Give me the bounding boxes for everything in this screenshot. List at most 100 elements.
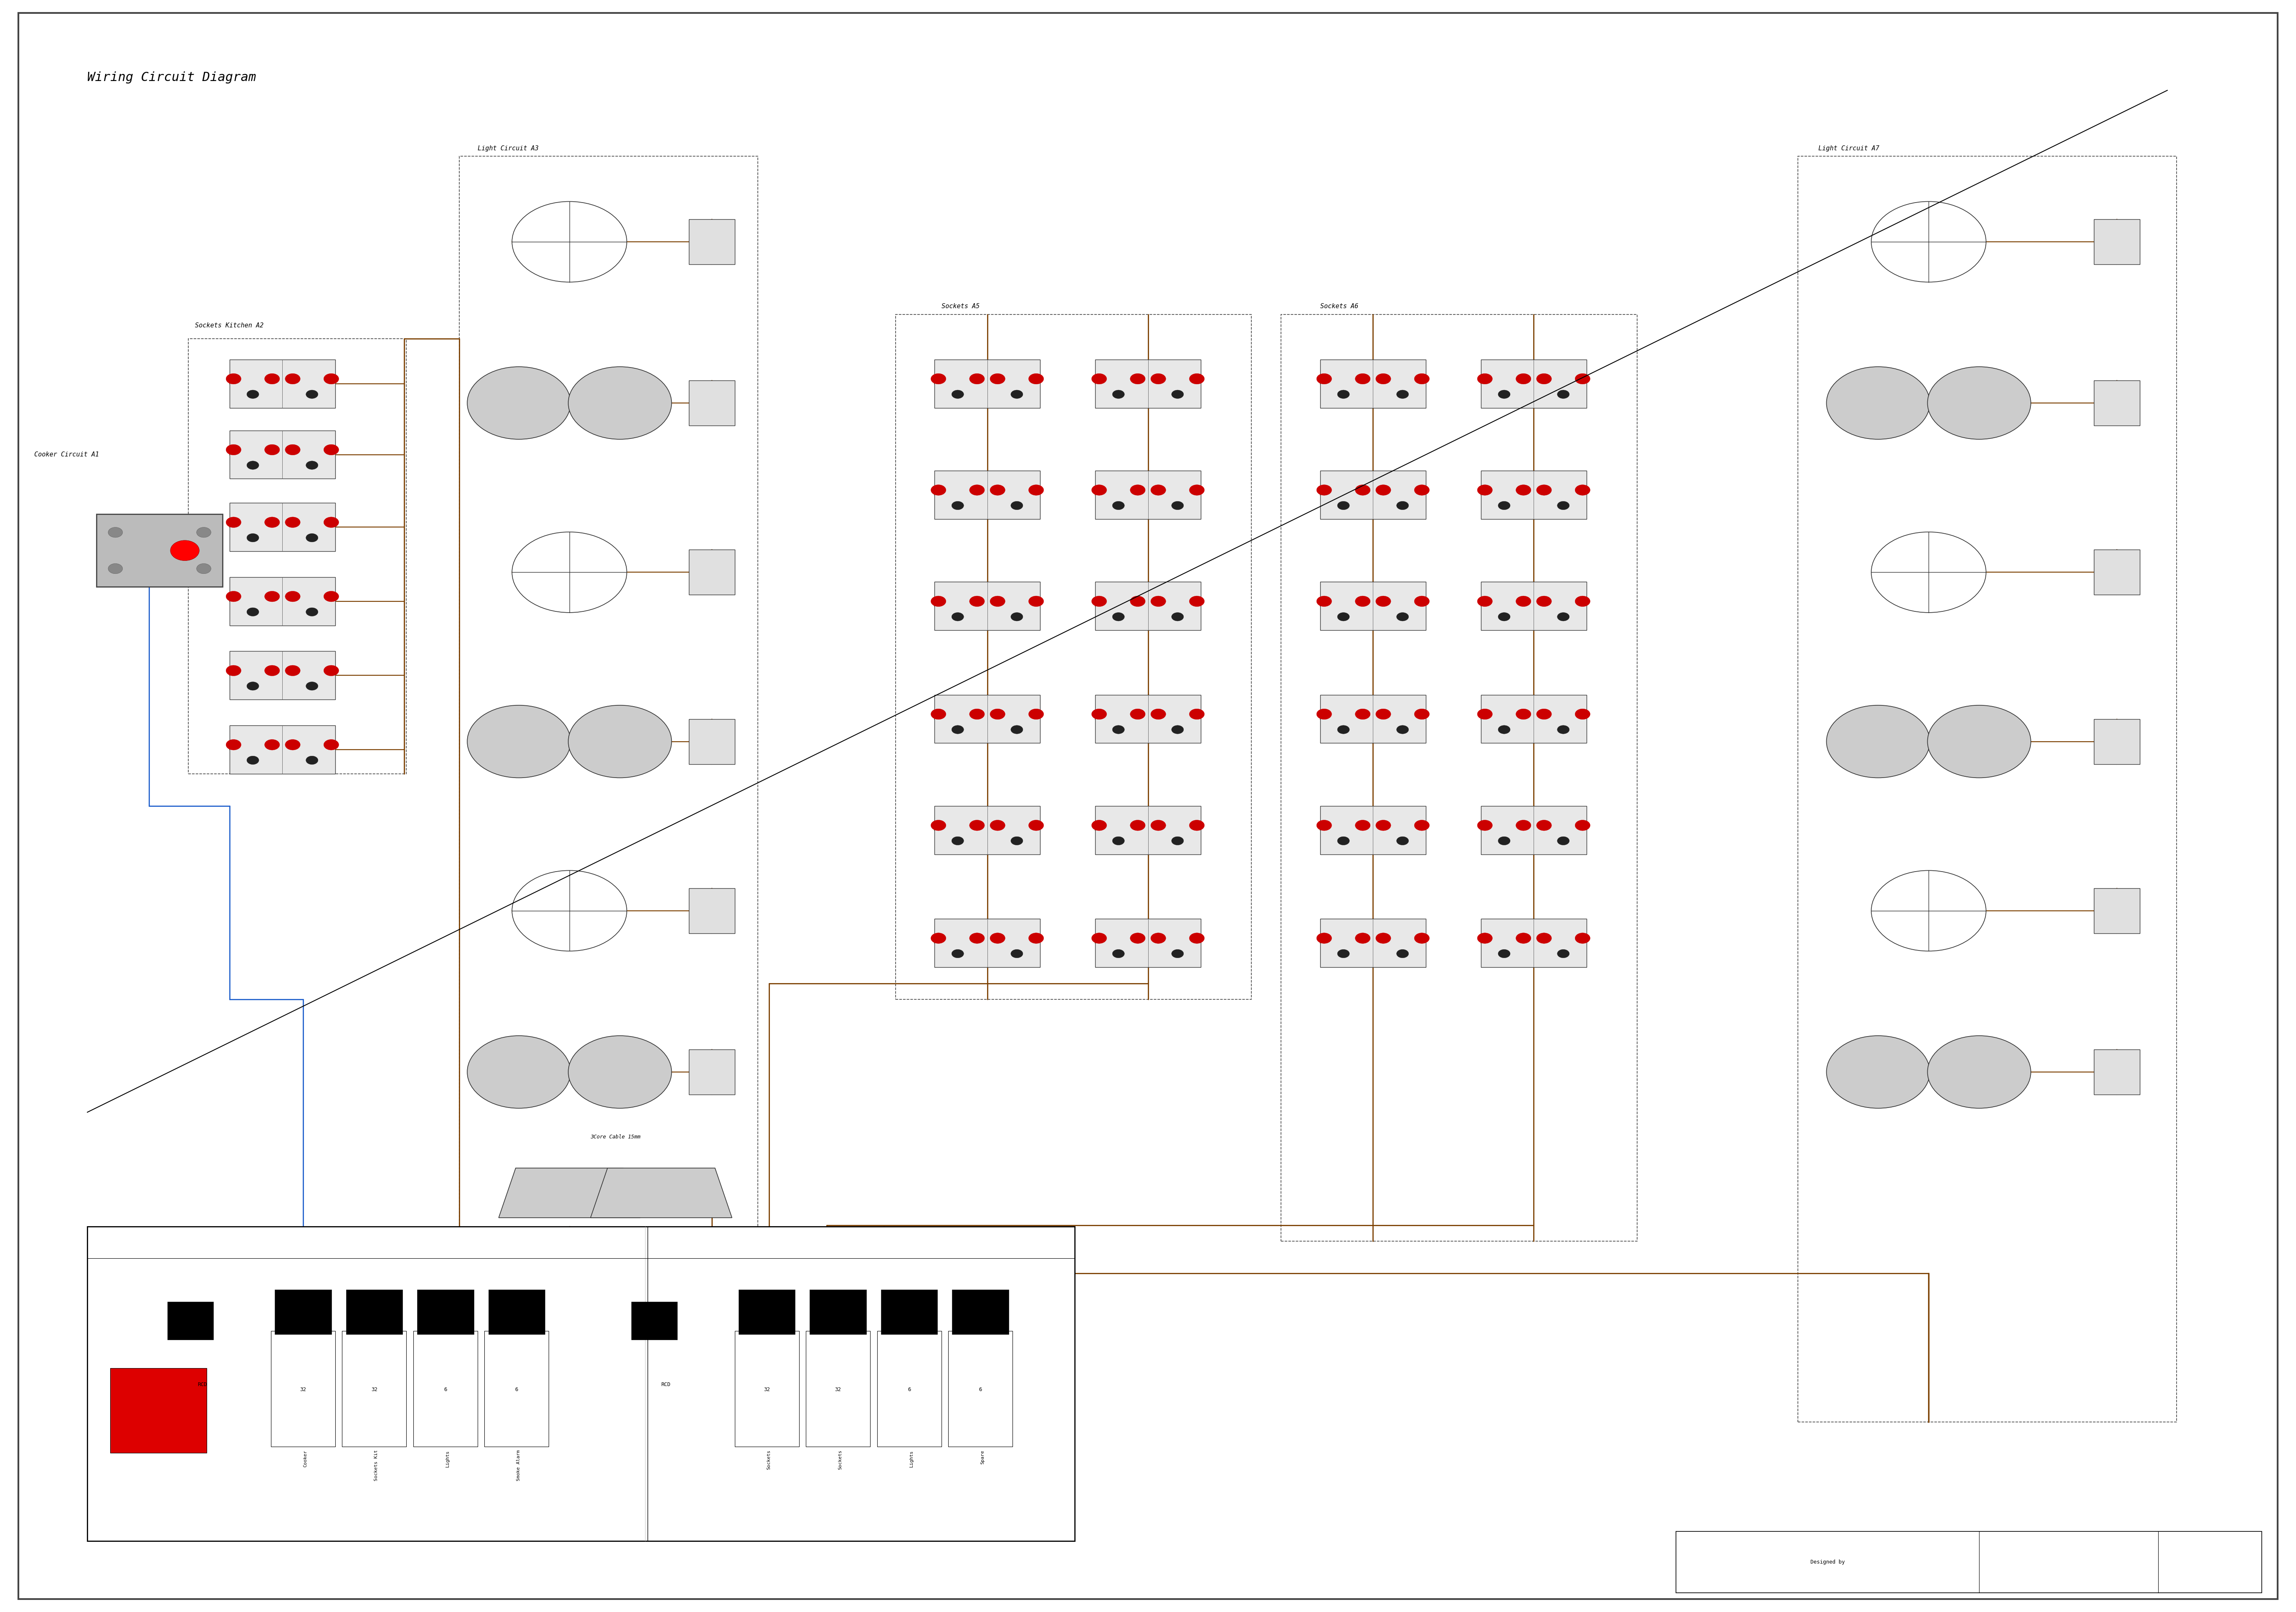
Circle shape bbox=[1497, 949, 1511, 958]
Circle shape bbox=[1375, 821, 1391, 830]
Bar bbox=[230, 651, 335, 700]
Circle shape bbox=[264, 592, 280, 601]
Circle shape bbox=[1336, 725, 1350, 733]
Bar bbox=[1320, 806, 1426, 854]
Circle shape bbox=[1871, 532, 1986, 613]
Circle shape bbox=[951, 501, 964, 509]
Circle shape bbox=[108, 527, 122, 537]
Circle shape bbox=[1150, 709, 1166, 719]
Bar bbox=[1095, 471, 1201, 519]
Circle shape bbox=[1316, 709, 1332, 719]
Circle shape bbox=[1926, 706, 2030, 777]
Circle shape bbox=[1575, 485, 1591, 495]
Bar bbox=[413, 1332, 478, 1448]
Circle shape bbox=[930, 596, 946, 606]
Circle shape bbox=[1476, 596, 1492, 606]
Circle shape bbox=[1150, 821, 1166, 830]
Circle shape bbox=[108, 564, 122, 574]
Circle shape bbox=[1414, 709, 1430, 719]
Circle shape bbox=[246, 534, 259, 542]
Bar bbox=[347, 1290, 402, 1335]
Circle shape bbox=[1029, 596, 1045, 606]
Bar bbox=[230, 503, 335, 551]
Circle shape bbox=[285, 666, 301, 675]
Circle shape bbox=[1575, 933, 1591, 943]
Bar bbox=[2094, 1049, 2140, 1095]
Circle shape bbox=[1355, 821, 1371, 830]
Circle shape bbox=[264, 445, 280, 455]
Bar bbox=[276, 1290, 331, 1335]
Circle shape bbox=[305, 461, 319, 469]
Circle shape bbox=[1336, 501, 1350, 509]
Circle shape bbox=[1926, 368, 2030, 440]
Circle shape bbox=[1557, 613, 1570, 621]
Circle shape bbox=[264, 517, 280, 527]
Circle shape bbox=[1316, 485, 1332, 495]
Bar bbox=[2094, 550, 2140, 595]
Bar bbox=[877, 1332, 941, 1448]
Circle shape bbox=[324, 666, 340, 675]
Bar bbox=[1481, 919, 1587, 967]
Circle shape bbox=[1316, 374, 1332, 384]
Circle shape bbox=[1130, 821, 1146, 830]
Circle shape bbox=[1010, 613, 1024, 621]
Circle shape bbox=[1355, 709, 1371, 719]
Circle shape bbox=[1189, 374, 1205, 384]
Circle shape bbox=[225, 374, 241, 384]
Circle shape bbox=[324, 592, 340, 601]
Bar bbox=[1481, 582, 1587, 630]
Bar bbox=[934, 582, 1040, 630]
Circle shape bbox=[1536, 821, 1552, 830]
Circle shape bbox=[1536, 374, 1552, 384]
Bar bbox=[87, 1227, 1075, 1541]
Circle shape bbox=[324, 740, 340, 750]
Text: 6: 6 bbox=[978, 1386, 983, 1393]
Bar bbox=[1481, 806, 1587, 854]
Circle shape bbox=[1171, 725, 1185, 733]
Circle shape bbox=[1111, 949, 1125, 958]
Circle shape bbox=[1189, 485, 1205, 495]
Circle shape bbox=[930, 374, 946, 384]
Circle shape bbox=[1171, 390, 1185, 398]
Circle shape bbox=[1316, 596, 1332, 606]
Bar bbox=[459, 156, 758, 1422]
Circle shape bbox=[1476, 485, 1492, 495]
Bar bbox=[188, 339, 406, 774]
Circle shape bbox=[1414, 485, 1430, 495]
Circle shape bbox=[468, 1037, 569, 1109]
Circle shape bbox=[1091, 485, 1107, 495]
Circle shape bbox=[569, 706, 670, 777]
Circle shape bbox=[969, 709, 985, 719]
Text: 32: 32 bbox=[372, 1386, 377, 1393]
Circle shape bbox=[969, 374, 985, 384]
Text: Wiring Circuit Diagram: Wiring Circuit Diagram bbox=[87, 71, 257, 84]
Circle shape bbox=[990, 933, 1006, 943]
Circle shape bbox=[969, 821, 985, 830]
Circle shape bbox=[1515, 821, 1531, 830]
Circle shape bbox=[285, 592, 301, 601]
Circle shape bbox=[1414, 374, 1430, 384]
Circle shape bbox=[930, 485, 946, 495]
Circle shape bbox=[1497, 501, 1511, 509]
Circle shape bbox=[990, 485, 1006, 495]
Circle shape bbox=[1111, 837, 1125, 845]
Bar bbox=[735, 1332, 799, 1448]
Text: 6: 6 bbox=[514, 1386, 519, 1393]
Circle shape bbox=[1557, 390, 1570, 398]
Bar bbox=[739, 1290, 794, 1335]
Text: Lights: Lights bbox=[445, 1451, 450, 1467]
Circle shape bbox=[969, 596, 985, 606]
Bar bbox=[230, 359, 335, 408]
Circle shape bbox=[1130, 933, 1146, 943]
Circle shape bbox=[1029, 485, 1045, 495]
Bar bbox=[489, 1290, 544, 1335]
Circle shape bbox=[1010, 725, 1024, 733]
Bar bbox=[810, 1290, 866, 1335]
Circle shape bbox=[1515, 485, 1531, 495]
Circle shape bbox=[264, 666, 280, 675]
Circle shape bbox=[951, 725, 964, 733]
Text: Sockets: Sockets bbox=[767, 1451, 771, 1470]
Bar bbox=[895, 314, 1251, 999]
Circle shape bbox=[1414, 933, 1430, 943]
Circle shape bbox=[990, 709, 1006, 719]
